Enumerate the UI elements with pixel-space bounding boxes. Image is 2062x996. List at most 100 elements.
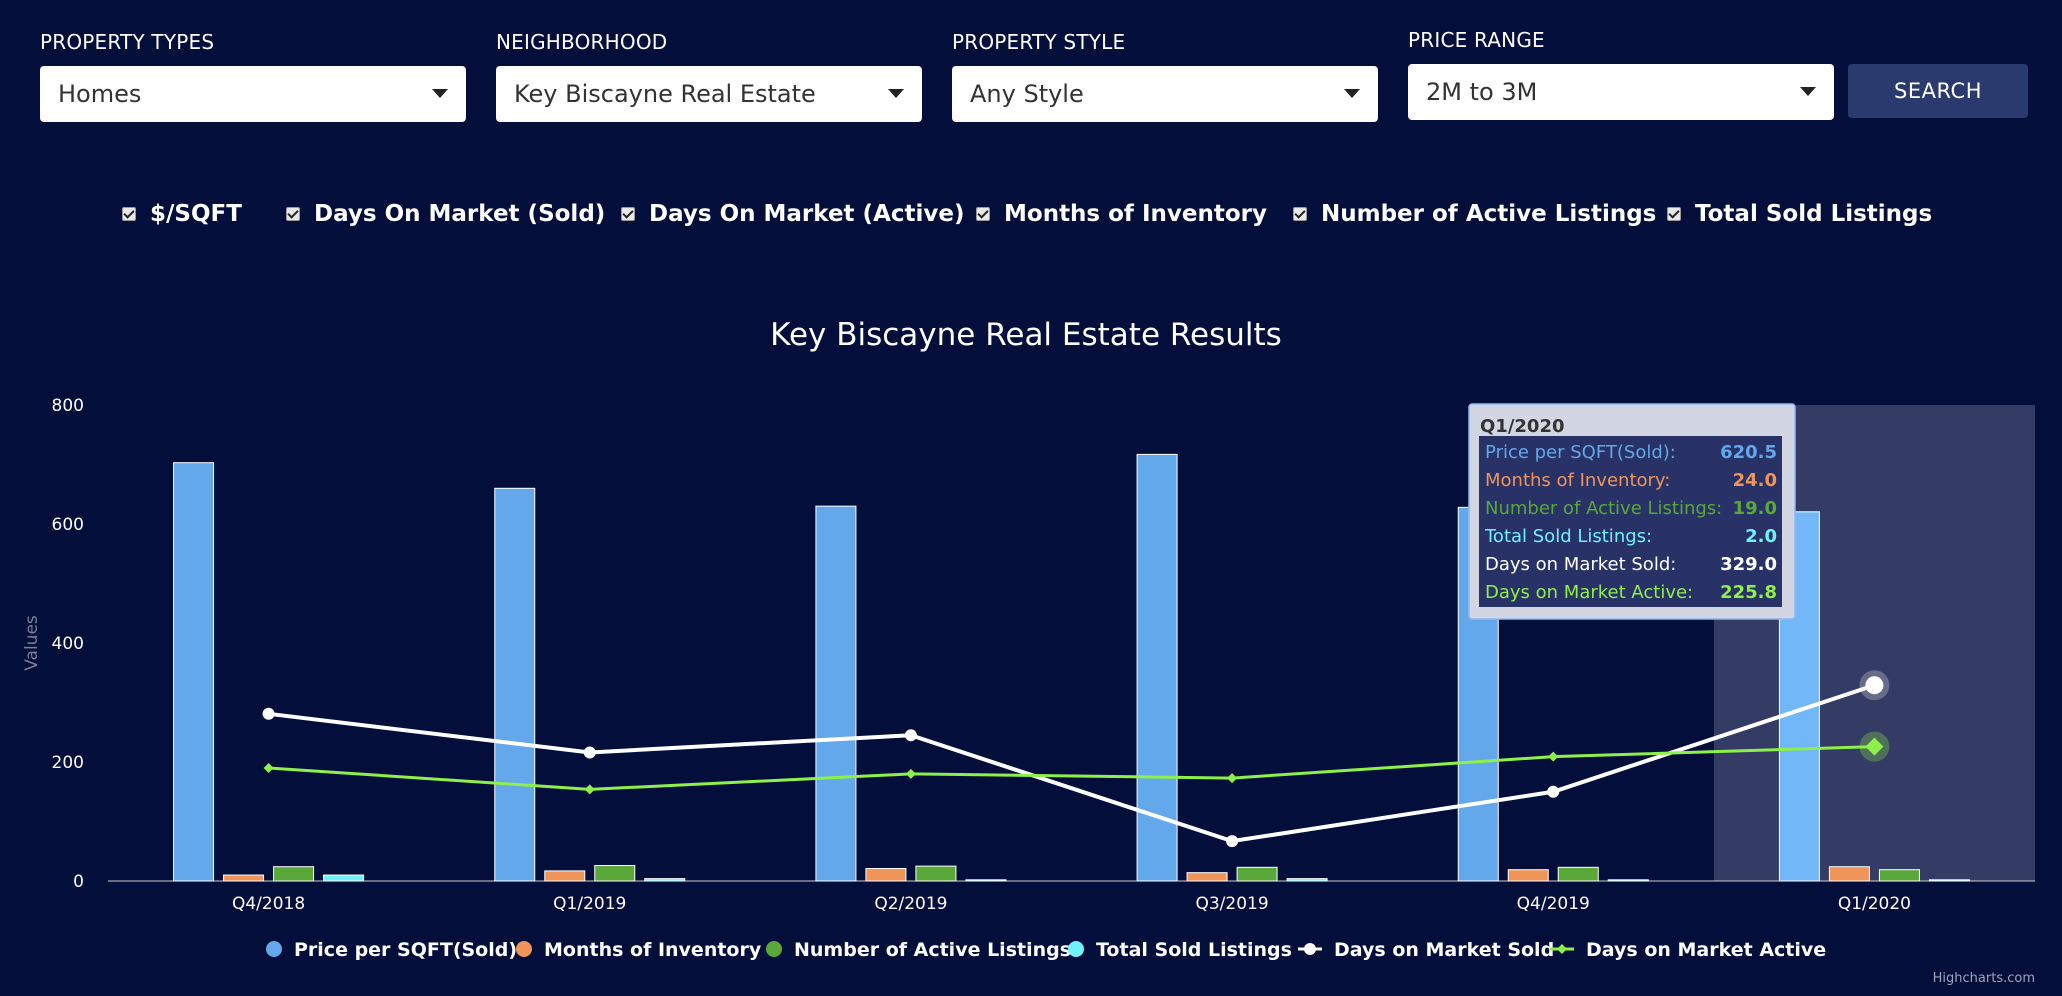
filter-label: NEIGHBORHOOD xyxy=(496,30,668,54)
x-tick-label: Q1/2019 xyxy=(553,894,626,914)
caret-down-icon xyxy=(1344,89,1360,98)
filter-label: PROPERTY TYPES xyxy=(40,30,215,54)
toggle-label: Days On Market (Active) xyxy=(649,201,965,227)
property-style-select[interactable]: Any Style xyxy=(952,66,1378,122)
toggle-months-inventory[interactable]: Months of Inventory xyxy=(976,196,1267,232)
bar-number-of-active-listings xyxy=(915,865,957,882)
y-tick-label: 600 xyxy=(52,515,84,535)
bar-months-of-inventory xyxy=(1186,872,1228,882)
results-chart: Key Biscayne Real Estate Results 0 200 400… xyxy=(22,317,2035,986)
y-tick-label: 800 xyxy=(52,396,84,416)
legend-item-label: Number of Active Listings xyxy=(794,939,1071,961)
tooltip-header: Q1/2020 xyxy=(1480,416,1565,437)
checkbox-checked-icon[interactable] xyxy=(976,207,990,221)
bar-number-of-active-listings xyxy=(1236,866,1278,882)
bar-price-per-sqft-sold- xyxy=(494,487,536,882)
legend: Price per SQFT(Sold) Months of Inventory N… xyxy=(266,939,1826,961)
legend-marker xyxy=(1304,943,1316,955)
toggle-label: Total Sold Listings xyxy=(1695,201,1933,227)
bar-total-sold-listings xyxy=(323,874,365,882)
bar-months-of-inventory xyxy=(1828,866,1870,882)
price-range-select[interactable]: 2M to 3M xyxy=(1408,64,1834,120)
caret-down-icon xyxy=(1800,87,1816,96)
select-value: Key Biscayne Real Estate xyxy=(514,80,816,108)
property-types-select[interactable]: Homes xyxy=(40,66,466,122)
checkbox-checked-icon[interactable] xyxy=(621,207,635,221)
bar-months-of-inventory xyxy=(223,874,265,882)
legend-item-label: Total Sold Listings xyxy=(1096,939,1292,961)
line-days-on-market-sold xyxy=(268,683,1876,844)
toggle-label: Months of Inventory xyxy=(1004,201,1267,227)
filter-property-types: PROPERTY TYPES xyxy=(40,30,214,54)
y-tick-label: 400 xyxy=(52,634,84,654)
checkbox-checked-icon[interactable] xyxy=(1667,207,1681,221)
legend-marker xyxy=(1068,941,1084,957)
point-dom-sold xyxy=(1865,676,1884,695)
tooltip-row-value: 2.0 xyxy=(1745,526,1777,547)
search-button[interactable]: SEARCH xyxy=(1848,64,2028,118)
neighborhood-select[interactable]: Key Biscayne Real Estate xyxy=(496,66,922,122)
select-value: Homes xyxy=(58,80,142,108)
point-dom-sold xyxy=(262,707,275,720)
columns-group xyxy=(173,453,1970,882)
bar-total-sold-listings xyxy=(1607,879,1649,882)
bar-number-of-active-listings xyxy=(273,866,315,882)
filter-property-style: PROPERTY STYLE xyxy=(952,30,1125,54)
x-tick-label: Q1/2020 xyxy=(1838,894,1911,914)
toggle-active-listings[interactable]: Number of Active Listings xyxy=(1293,196,1656,232)
caret-down-icon xyxy=(432,89,448,98)
filter-price-range: PRICE RANGE xyxy=(1408,28,1545,52)
toggle-label: $/SQFT xyxy=(150,201,242,227)
toggle-dom-active[interactable]: Days On Market (Active) xyxy=(621,196,965,232)
toggle-label: Number of Active Listings xyxy=(1321,201,1657,227)
bar-total-sold-listings xyxy=(644,878,686,882)
y-axis-label: Values xyxy=(22,615,42,671)
point-dom-sold xyxy=(904,729,917,742)
bar-total-sold-listings xyxy=(1286,878,1328,882)
line-days-on-market-active xyxy=(268,745,1875,791)
x-tick-label: Q4/2019 xyxy=(1517,894,1590,914)
checkbox-checked-icon[interactable] xyxy=(286,207,300,221)
credit-link[interactable]: Highcharts.com xyxy=(1933,971,2035,986)
tooltip-row-label: Number of Active Listings: xyxy=(1485,498,1722,519)
tooltip: Q1/2020 Price per SQFT(Sold): 620.5 Months… xyxy=(1468,403,1796,620)
legend-item-label: Months of Inventory xyxy=(544,939,762,961)
tooltip-rows: Price per SQFT(Sold): 620.5 Months of Inve… xyxy=(1484,442,1777,603)
checkbox-checked-icon[interactable] xyxy=(1293,207,1307,221)
filter-bar: PROPERTY TYPES Homes NEIGHBORHOOD Key Bi… xyxy=(0,0,2062,130)
filter-neighborhood: NEIGHBORHOOD xyxy=(496,30,667,54)
y-axis: 0 200 400 600 800 xyxy=(52,396,84,892)
point-dom-sold xyxy=(1226,835,1239,848)
toggle-label: Days On Market (Sold) xyxy=(314,201,606,227)
bar-number-of-active-listings xyxy=(1878,869,1920,882)
point-dom-active xyxy=(905,768,916,779)
toggle-price-sqft[interactable]: $/SQFT xyxy=(122,196,242,232)
metric-toggles: $/SQFT Days On Market (Sold) Days On Mar… xyxy=(0,196,2062,232)
point-dom-sold xyxy=(1547,785,1560,798)
chart-title: Key Biscayne Real Estate Results xyxy=(770,317,1282,353)
point-dom-active xyxy=(584,784,595,795)
point-dom-active xyxy=(1227,773,1238,784)
x-tick-label: Q2/2019 xyxy=(874,894,947,914)
tooltip-row-label: Days on Market Active: xyxy=(1485,582,1693,603)
tooltip-row-value: 329.0 xyxy=(1720,554,1777,575)
bar-total-sold-listings xyxy=(965,879,1007,882)
bar-number-of-active-listings xyxy=(1557,866,1599,882)
select-value: 2M to 3M xyxy=(1426,78,1538,106)
toggle-sold-listings[interactable]: Total Sold Listings xyxy=(1667,196,1932,232)
tooltip-row-value: 620.5 xyxy=(1720,442,1777,463)
x-tick-label: Q3/2019 xyxy=(1195,894,1268,914)
legend-marker xyxy=(266,941,282,957)
tooltip-row-label: Months of Inventory: xyxy=(1485,470,1670,491)
lines-group xyxy=(262,670,1890,848)
y-tick-label: 200 xyxy=(52,753,84,773)
legend-marker xyxy=(1557,944,1567,954)
y-tick-label: 0 xyxy=(73,872,84,892)
bar-months-of-inventory xyxy=(865,868,907,882)
bar-months-of-inventory xyxy=(1507,869,1549,882)
point-dom-sold xyxy=(583,746,596,759)
checkbox-checked-icon[interactable] xyxy=(122,207,136,221)
toggle-dom-sold[interactable]: Days On Market (Sold) xyxy=(286,196,605,232)
tooltip-row-label: Total Sold Listings: xyxy=(1484,526,1652,547)
filter-label: PRICE RANGE xyxy=(1408,28,1545,52)
